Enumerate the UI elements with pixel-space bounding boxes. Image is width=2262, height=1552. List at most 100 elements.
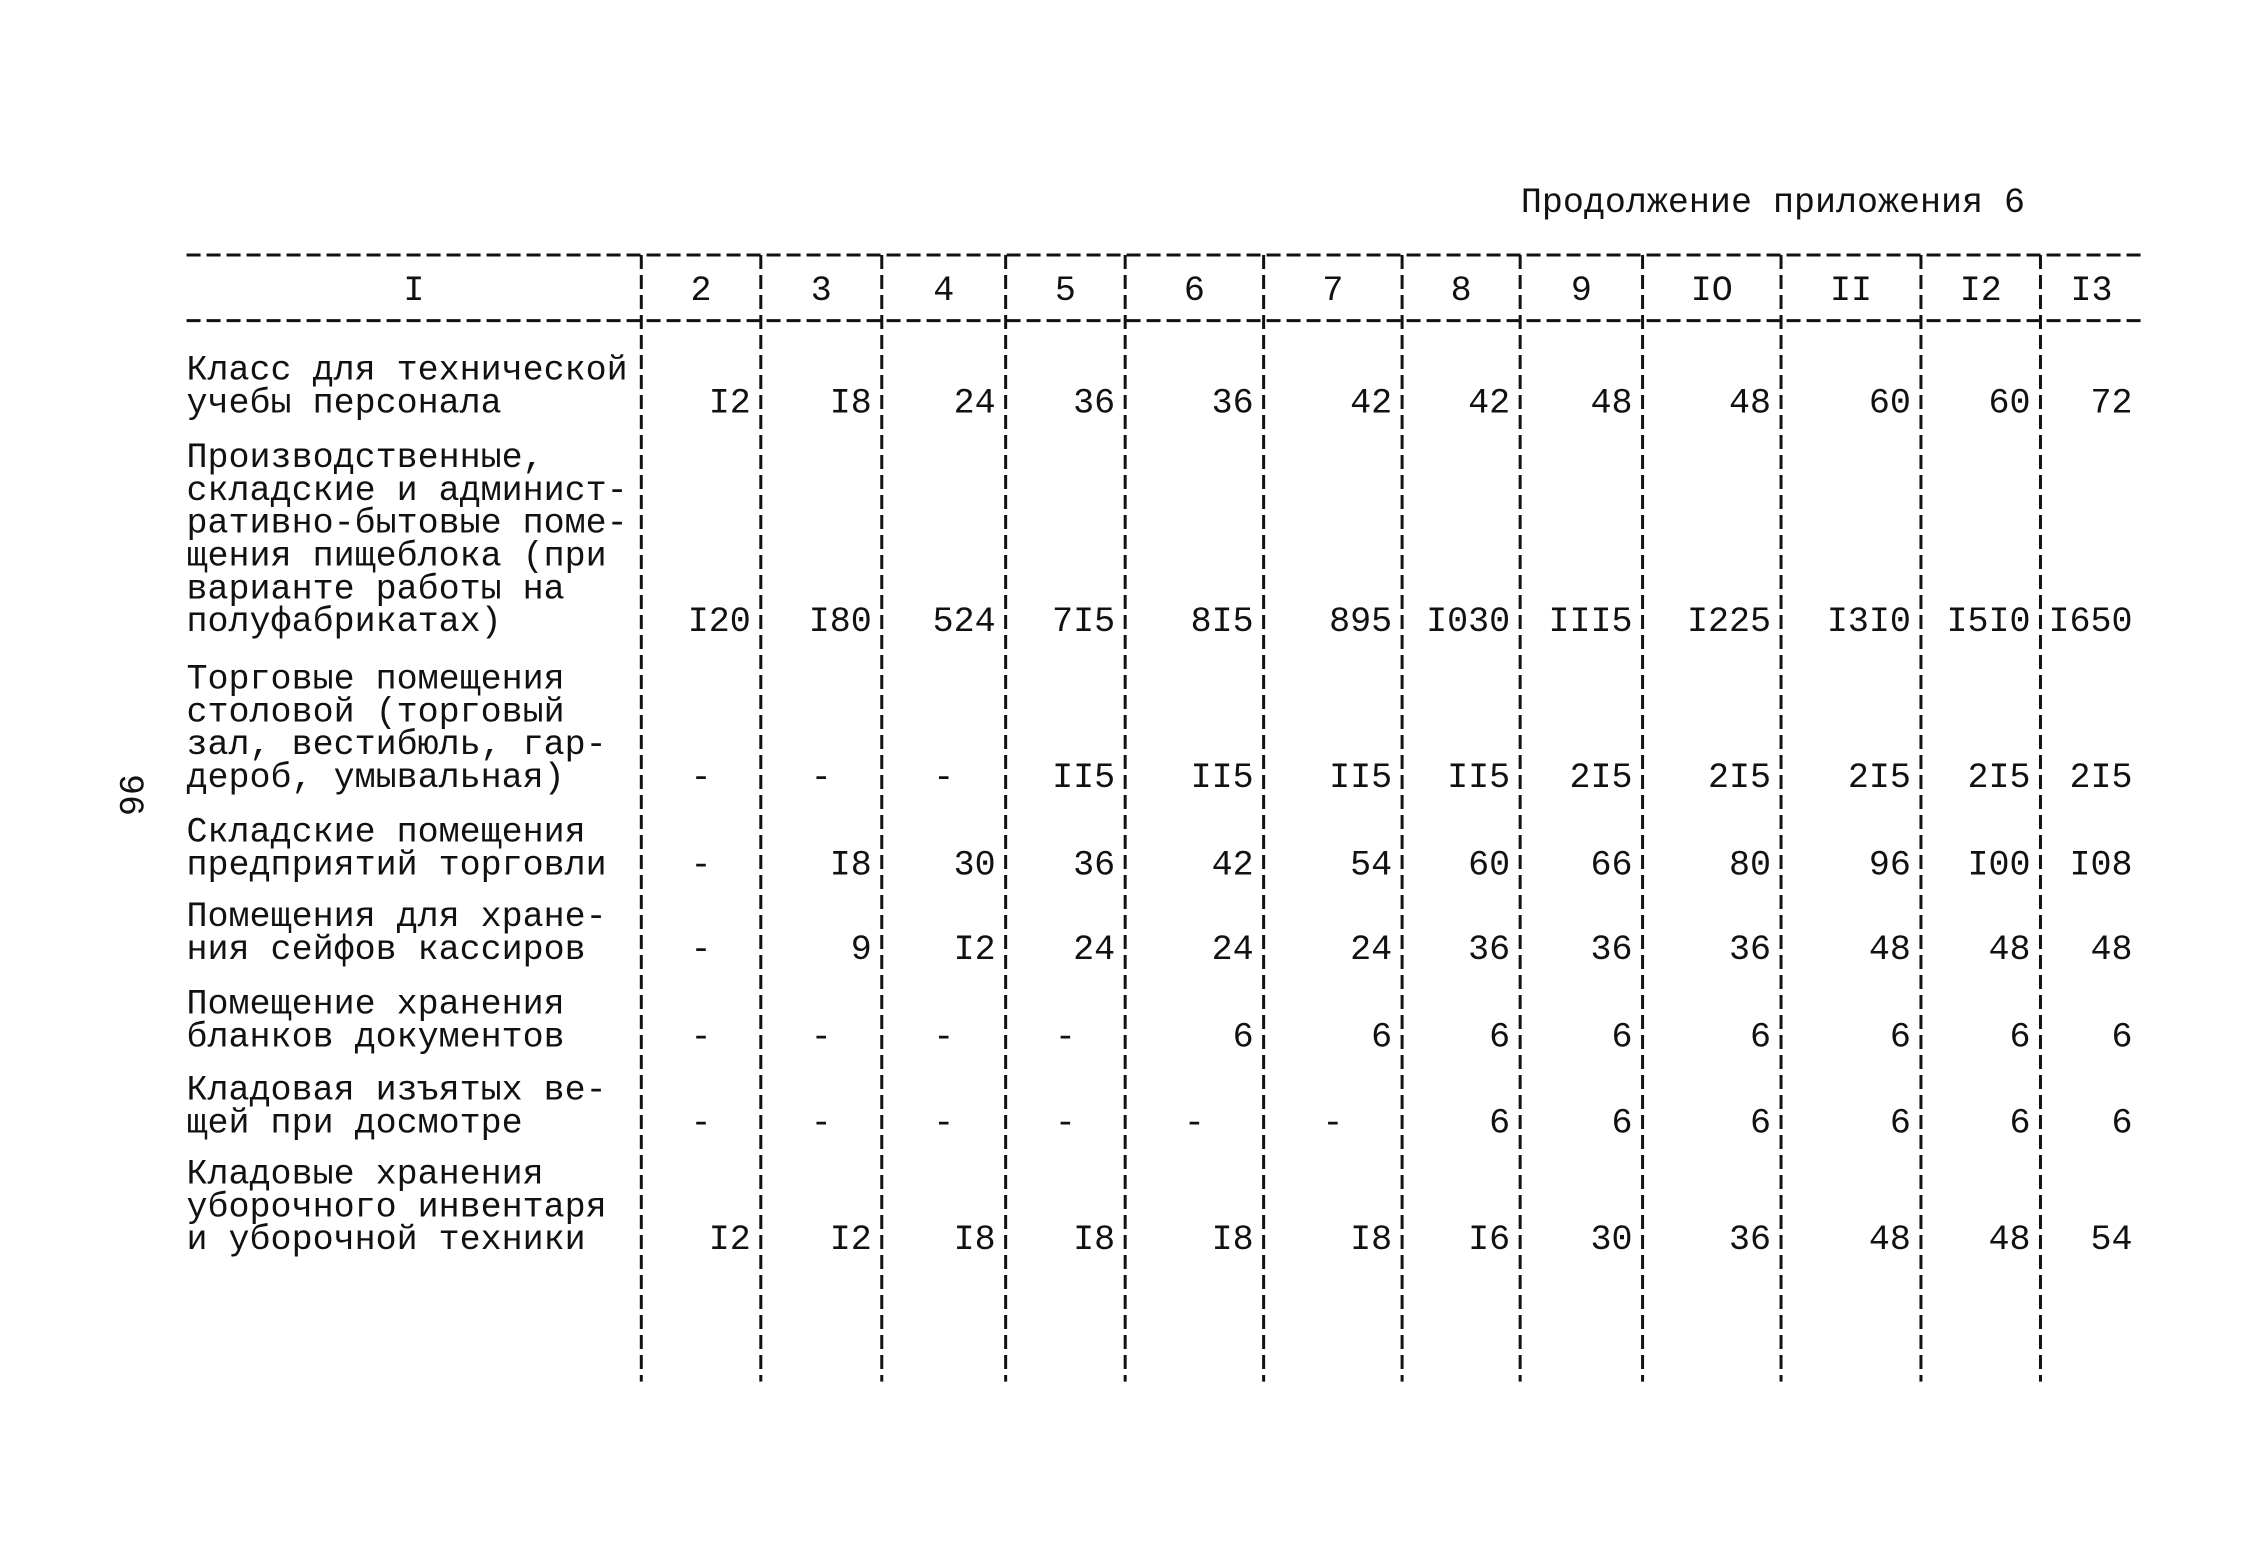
cell-value: 6 [1890,1017,1911,1057]
cell-value: - [691,845,712,885]
cell-value: II5 [1329,758,1392,798]
cell-value: II5 [1191,758,1254,798]
cell-value: 6 [1489,1017,1510,1057]
cell-value: 524 [933,602,996,642]
row-label-line: бланков документов [187,1017,565,1057]
cell-value: 36 [1212,383,1254,423]
cell-value: 48 [1988,930,2030,970]
column-header: 6 [1184,271,1205,311]
cell-value: 6 [1489,1103,1510,1143]
cell-value: - [811,1103,832,1143]
cell-value: 54 [2090,1220,2132,1260]
cell-value: 36 [1073,383,1115,423]
cell-value: 60 [1468,845,1510,885]
cell-value: 6 [2009,1017,2030,1057]
cell-value: I2 [830,1220,872,1260]
column-header: 8 [1451,271,1472,311]
cell-value: 2I5 [1967,758,2030,798]
continuation-title: Продолжение приложения 6 [1521,183,2025,223]
cell-value: 6 [1750,1017,1771,1057]
row-label-line: складские и админист- [187,471,628,511]
cell-value: 6 [2111,1103,2132,1143]
column-header: 9 [1571,271,1592,311]
row-label-line: ративно-бытовые поме- [187,504,628,544]
column-header: IO [1691,271,1733,311]
cell-value: 54 [1350,845,1392,885]
cell-value: I8 [1350,1220,1392,1260]
cell-value: 30 [954,845,996,885]
cell-value: 9 [851,930,872,970]
cell-value: 80 [1729,845,1771,885]
row-label-line: ния сейфов кассиров [187,930,586,970]
cell-value: - [1055,1017,1076,1057]
cell-value: I030 [1426,602,1510,642]
cell-value: - [933,758,954,798]
cell-value: I2 [954,930,996,970]
column-header: II [1830,271,1872,311]
cell-value: I5I0 [1946,602,2030,642]
row-label-line: Производственные, [187,438,544,478]
cell-value: 96 [1869,845,1911,885]
cell-value: 7I5 [1052,602,1115,642]
row-label-line: Помещение хранения [187,985,565,1025]
cell-value: I8 [830,383,872,423]
cell-value: 24 [1073,930,1115,970]
cell-value: I8 [1212,1220,1254,1260]
cell-value: 24 [1350,930,1392,970]
cell-value: - [1055,1103,1076,1143]
cell-value: - [1322,1103,1343,1143]
cell-value: 30 [1591,1220,1633,1260]
cell-value: I20 [688,602,751,642]
cell-value: 42 [1350,383,1392,423]
column-header: 7 [1322,271,1343,311]
cell-value: 2I5 [1848,758,1911,798]
cell-value: 6 [1890,1103,1911,1143]
cell-value: - [691,758,712,798]
row-label-line: уборочного инвентаря [187,1187,607,1227]
cell-value: I2 [709,383,751,423]
cell-value: 8I5 [1191,602,1254,642]
cell-value: 42 [1212,845,1254,885]
row-label-line: Кладовая изъятых ве- [187,1071,607,1111]
cell-value: 60 [1988,383,2030,423]
cell-value: 36 [1073,845,1115,885]
column-header: I [403,271,424,311]
column-header: I2 [1960,271,2002,311]
cell-value: 66 [1591,845,1633,885]
cell-value: I8 [954,1220,996,1260]
cell-value: I650 [2048,602,2132,642]
cell-value: 48 [1869,1220,1911,1260]
cell-value: 895 [1329,602,1392,642]
cell-value: 2I5 [1570,758,1633,798]
cell-value: I3I0 [1827,602,1911,642]
column-header: 5 [1055,271,1076,311]
cell-value: 6 [1371,1017,1392,1057]
cell-value: - [1184,1103,1205,1143]
cell-value: 6 [2111,1017,2132,1057]
cell-value: 48 [1729,383,1771,423]
cell-value: 24 [1212,930,1254,970]
row-label-line: варианте работы на [187,569,565,609]
cell-value: - [933,1017,954,1057]
cell-value: 36 [1468,930,1510,970]
cell-value: - [691,1103,712,1143]
column-header: I3 [2070,271,2112,311]
cell-value: I225 [1687,602,1771,642]
cell-value: I2 [709,1220,751,1260]
cell-value: III5 [1549,602,1633,642]
cell-value: 36 [1591,930,1633,970]
cell-value: - [811,758,832,798]
cell-value: II5 [1052,758,1115,798]
cell-value: 6 [2009,1103,2030,1143]
page-number: 96 [109,774,149,816]
cell-value: 48 [1869,930,1911,970]
row-label-line: Торговые помещения [187,660,565,700]
cell-value: 24 [954,383,996,423]
cell-value: 2I5 [1708,758,1771,798]
row-label-line: щения пищеблока (при [187,537,607,577]
cell-value: I8 [830,845,872,885]
cell-value: I8 [1073,1220,1115,1260]
cell-value: 48 [1988,1220,2030,1260]
row-label-line: дероб, умывальная) [187,758,565,798]
